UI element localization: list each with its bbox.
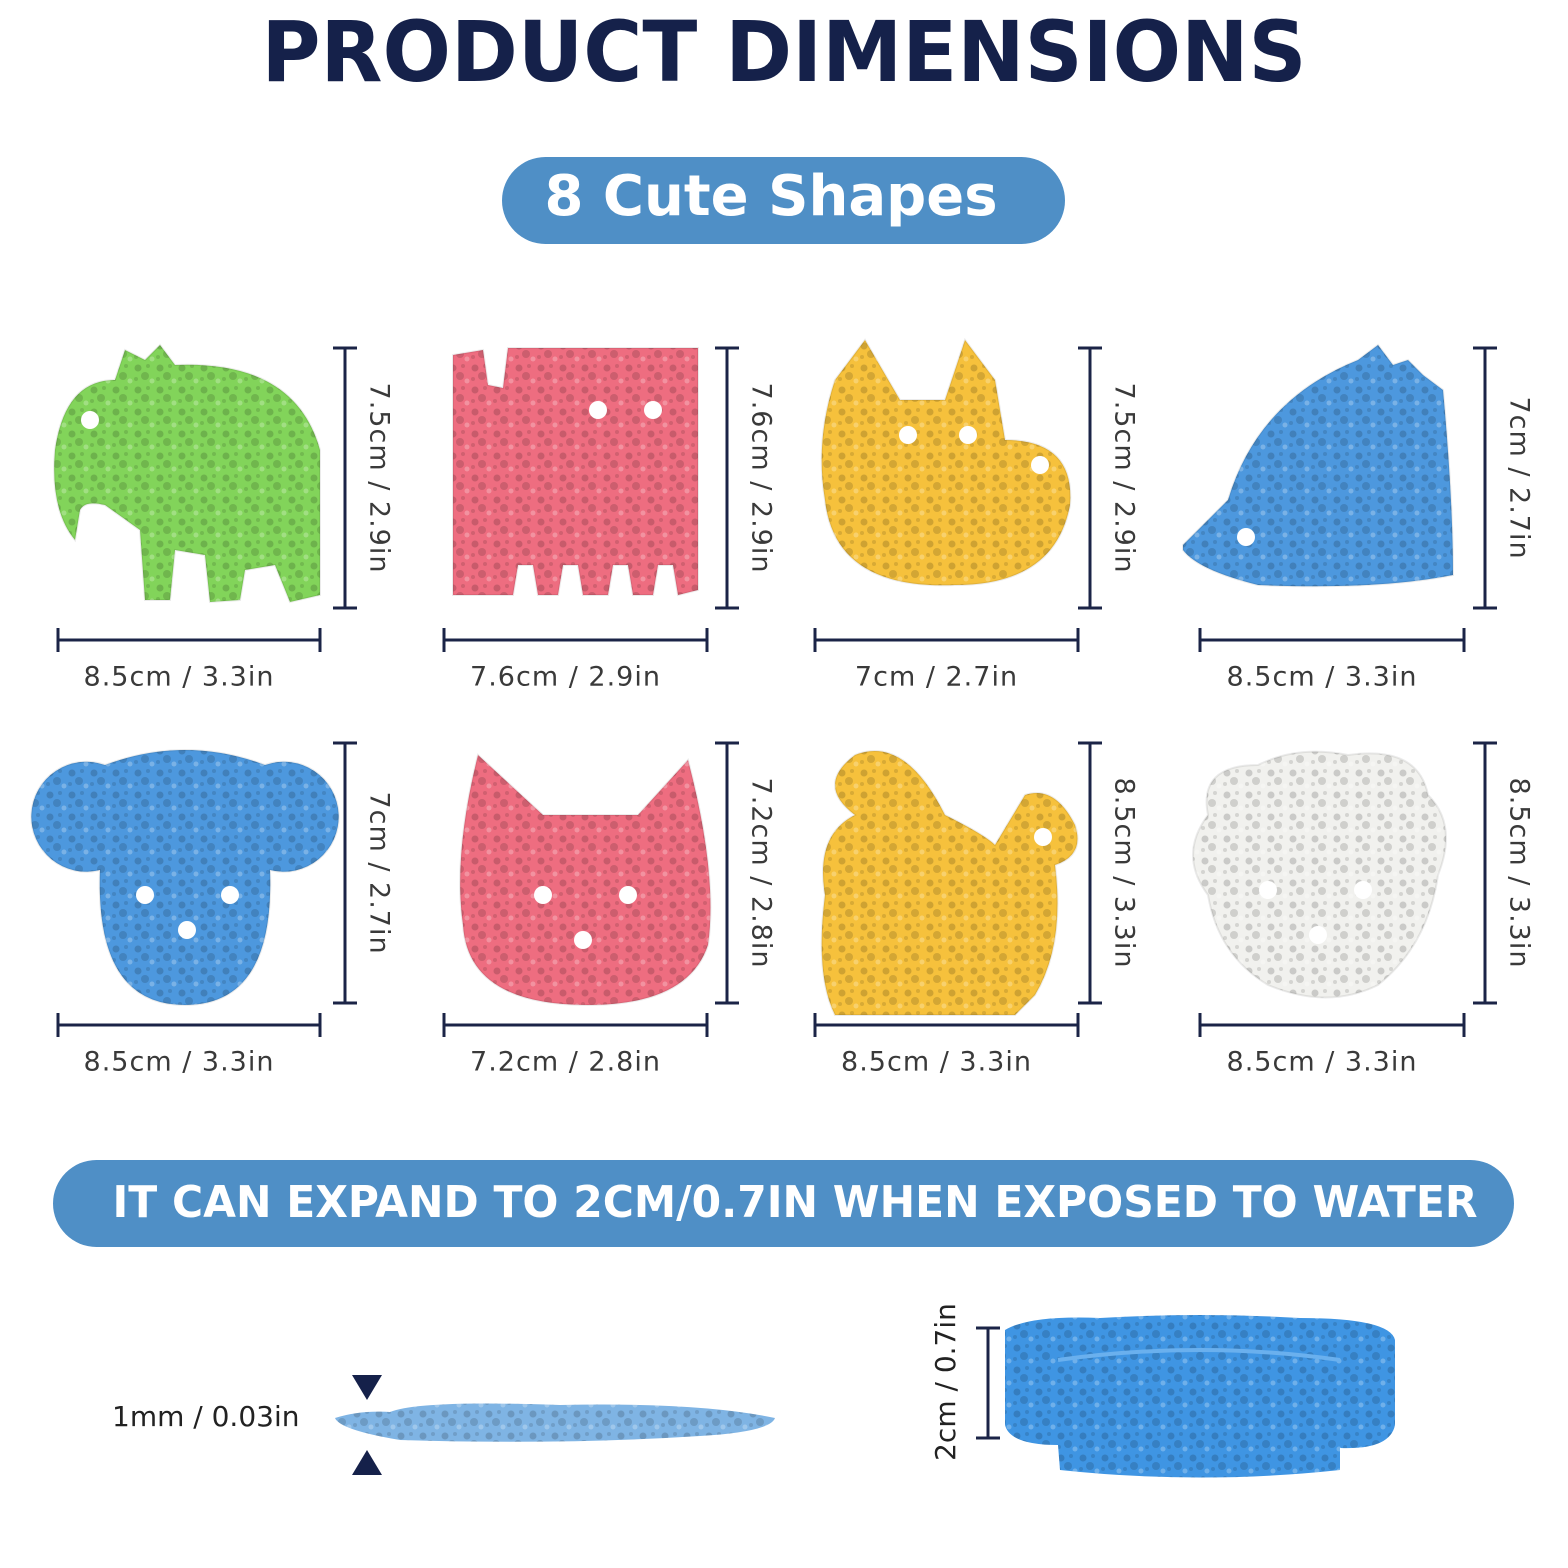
- badge: 8 Cute Shapes: [544, 164, 997, 229]
- height-dim: [715, 346, 739, 610]
- sponge-hole: [1237, 528, 1255, 546]
- width-dim: [813, 1013, 1080, 1037]
- height-label: 7.5cm / 2.9in: [364, 383, 395, 574]
- sponge-texture: [54, 345, 321, 602]
- width-label: 7.6cm / 2.9in: [470, 662, 661, 693]
- sponge-hole: [534, 886, 552, 904]
- sponge-texture: [821, 751, 1078, 1015]
- sponge-texture: [821, 340, 1071, 586]
- width-dim: [1198, 1013, 1466, 1037]
- sponge-hole: [644, 401, 662, 419]
- sponge-hole: [574, 931, 592, 949]
- width-dim: [442, 628, 709, 652]
- sponge-texture: [31, 750, 339, 1005]
- sponge-hole: [1309, 926, 1327, 944]
- banner: IT CAN EXPAND TO 2CM/0.7IN WHEN EXPOSED …: [113, 1177, 1478, 1228]
- arrow-down: [352, 1375, 382, 1400]
- sponge-texture: [460, 755, 711, 1005]
- sponge-texture: [453, 348, 698, 595]
- sponge-hole: [589, 401, 607, 419]
- height-dim: [1078, 346, 1102, 610]
- height-dim: [1473, 741, 1497, 1005]
- sponge-hole: [178, 921, 196, 939]
- expanded-dim: [976, 1326, 1000, 1440]
- width-dim: [56, 1013, 322, 1037]
- expanded-label: 2cm / 0.7in: [929, 1303, 962, 1461]
- height-dim: [1078, 741, 1102, 1005]
- sponge-texture: [1193, 751, 1446, 998]
- height-label: 7.2cm / 2.8in: [746, 778, 777, 969]
- height-label: 7cm / 2.7in: [1504, 396, 1535, 559]
- height-dim: [333, 346, 357, 610]
- width-dim: [1198, 628, 1466, 652]
- height-dim: [1473, 346, 1497, 610]
- compressed-texture: [335, 1403, 775, 1442]
- width-label: 7.2cm / 2.8in: [470, 1047, 661, 1078]
- width-label: 8.5cm / 3.3in: [84, 1047, 275, 1078]
- width-label: 7cm / 2.7in: [855, 662, 1018, 693]
- sponge-hole: [619, 886, 637, 904]
- sponge-hole: [221, 886, 239, 904]
- sponge-hole: [136, 886, 154, 904]
- sponge-hole: [1034, 828, 1052, 846]
- height-dim: [715, 741, 739, 1005]
- width-label: 8.5cm / 3.3in: [1227, 662, 1418, 693]
- sponge-texture: [1005, 1315, 1395, 1478]
- width-label: 8.5cm / 3.3in: [841, 1047, 1032, 1078]
- badge-bg: [502, 157, 1065, 244]
- height-label: 8.5cm / 3.3in: [1504, 778, 1535, 969]
- width-dim: [56, 628, 322, 652]
- banner-bg: [53, 1160, 1514, 1247]
- arrow-up: [352, 1450, 382, 1475]
- sponge-texture: [1183, 345, 1453, 587]
- height-label: 7.6cm / 2.9in: [746, 383, 777, 574]
- title: PRODUCT DIMENSIONS: [262, 3, 1307, 101]
- width-dim: [813, 628, 1080, 652]
- width-label: 8.5cm / 3.3in: [84, 662, 275, 693]
- sponge-edge: [1057, 1348, 1341, 1362]
- height-label: 8.5cm / 3.3in: [1109, 778, 1140, 969]
- compressed-label: 1mm / 0.03in: [112, 1400, 299, 1433]
- expanded-sponge: [1005, 1315, 1395, 1478]
- height-label: 7.5cm / 2.9in: [1109, 383, 1140, 574]
- height-dim: [333, 741, 357, 1005]
- sponge-hole: [81, 411, 99, 429]
- sponge-hole: [1259, 881, 1277, 899]
- sponge-hole: [959, 426, 977, 444]
- width-label: 8.5cm / 3.3in: [1227, 1047, 1418, 1078]
- sponge-hole: [1354, 881, 1372, 899]
- sponge-hole: [899, 426, 917, 444]
- height-label: 7cm / 2.7in: [364, 791, 395, 954]
- width-dim: [442, 1013, 709, 1037]
- sponge-hole: [1031, 456, 1049, 474]
